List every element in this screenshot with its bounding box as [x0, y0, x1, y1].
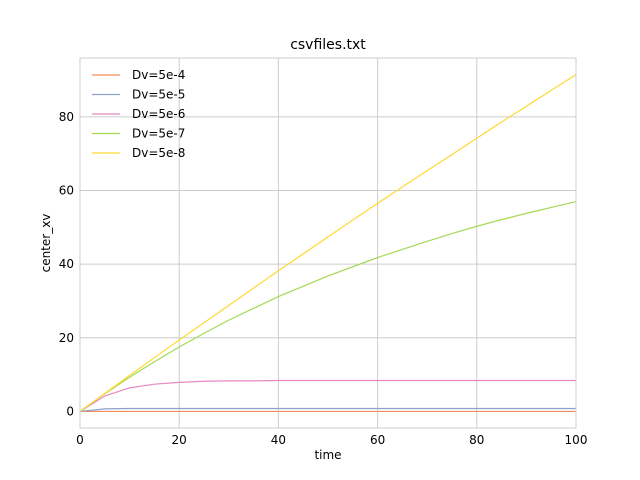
- series-line-4: [79, 200, 577, 412]
- y-tick-label: 80: [59, 110, 74, 124]
- x-tick-label: 40: [271, 433, 286, 447]
- legend-label: Dv=5e-4: [132, 68, 185, 82]
- plot-frame: [79, 57, 577, 429]
- y-axis-ticks: 0 20 40 60 80: [59, 110, 74, 419]
- x-tick-label: 60: [370, 433, 385, 447]
- y-tick-label: 0: [66, 404, 74, 418]
- x-axis-ticks: 0 20 40 60 80 100: [76, 433, 587, 447]
- legend-label: Dv=5e-7: [132, 127, 185, 141]
- series-line-5: [79, 74, 577, 412]
- x-tick-label: 20: [172, 433, 187, 447]
- x-tick-label: 100: [565, 433, 588, 447]
- x-axis-label: time: [314, 448, 341, 462]
- legend-label: Dv=5e-8: [132, 146, 185, 160]
- y-tick-label: 20: [59, 331, 74, 345]
- chart-title: csvfiles.txt: [290, 37, 366, 53]
- y-tick-label: 40: [59, 257, 74, 271]
- y-tick-label: 60: [59, 184, 74, 198]
- series-lines: [79, 74, 577, 413]
- series-line-3: [79, 379, 576, 412]
- series-line-2: [79, 407, 576, 413]
- legend: Dv=5e-4 Dv=5e-5 Dv=5e-6 Dv=5e-7 Dv=5e-8: [92, 68, 185, 160]
- x-tick-label: 80: [469, 433, 484, 447]
- y-axis-label: center_xv: [39, 214, 53, 273]
- grid-lines: [79, 58, 577, 428]
- x-tick-label: 0: [76, 433, 84, 447]
- legend-label: Dv=5e-6: [132, 107, 185, 121]
- legend-label: Dv=5e-5: [132, 88, 185, 102]
